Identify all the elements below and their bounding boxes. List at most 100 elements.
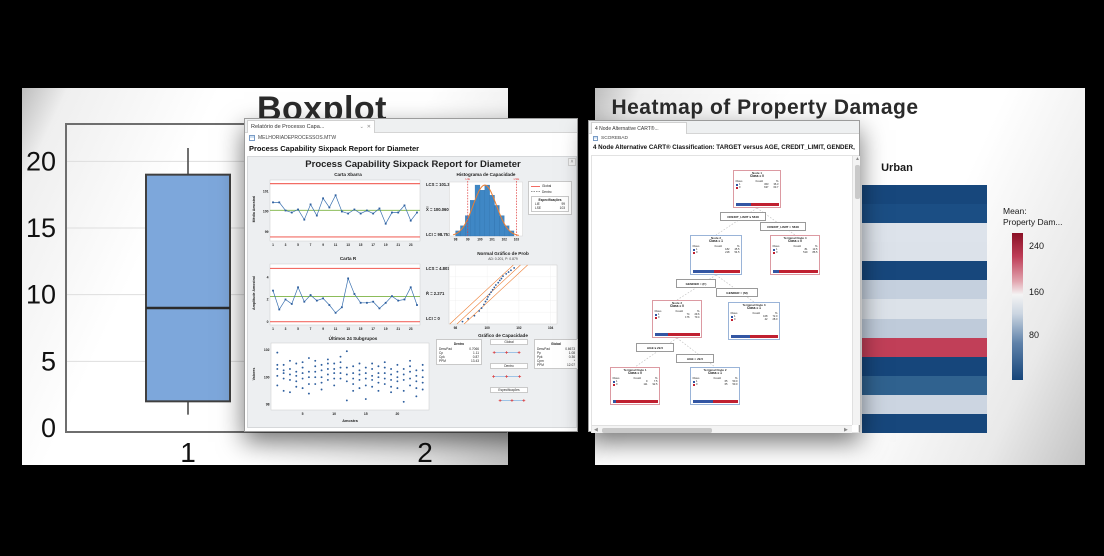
rchart-title: Carta R bbox=[339, 256, 357, 261]
tick-label: 15 bbox=[359, 243, 363, 247]
xbar-ylabel: Média Amostral bbox=[252, 195, 256, 223]
tick-label: 20 bbox=[396, 412, 400, 416]
cart-horizontal-scrollbar[interactable]: ◀ ▶ bbox=[592, 425, 852, 433]
node-table-row: 0 111 92.5 bbox=[612, 383, 658, 386]
tree-terminal-node-1[interactable]: Terminal Node 1 Class = 0 Class Count% 1 9 7.5… bbox=[610, 367, 660, 405]
tick-label: 99 bbox=[466, 238, 470, 242]
node-class: Class = 0 bbox=[788, 239, 802, 244]
probplot-chart: 98 100 102 104 bbox=[448, 264, 558, 330]
node-class: Class = 0 bbox=[628, 371, 642, 376]
tick-label: 23 bbox=[409, 243, 413, 247]
table-row: PPM 13.43 bbox=[439, 358, 479, 363]
tick-label: 5 bbox=[297, 327, 299, 331]
vertical-scroll-thumb[interactable] bbox=[854, 165, 860, 199]
split-age-gt: AGE > 29.5 bbox=[676, 354, 714, 363]
tree-node-3[interactable]: Node 3 Class = 0 Class Count% 1 74 29.6 0 176 70.… bbox=[652, 300, 702, 338]
node-table-row: 0 42 28.0 bbox=[730, 318, 778, 321]
tick-label: 3 bbox=[285, 327, 287, 331]
node-table-row: 1 65 50.0 bbox=[692, 380, 738, 383]
node-title: Terminal Node 1 bbox=[623, 368, 647, 372]
legend-global: Global bbox=[542, 184, 552, 188]
spec-lie-val: 99 bbox=[561, 201, 565, 206]
tick-label: 7 bbox=[310, 327, 312, 331]
node-table-row: 1 81 13.5 bbox=[772, 248, 818, 251]
node-class-bar bbox=[735, 202, 779, 206]
tick-label: 98 bbox=[454, 238, 458, 242]
split-credit-le: CREDIT_LIMIT ≤ 5848 bbox=[720, 212, 766, 221]
node-class: Class = 1 bbox=[709, 239, 723, 244]
node-table-row: 1 363 36.3 bbox=[735, 183, 779, 186]
tick-label: 17 bbox=[371, 327, 375, 331]
table-row: Ppk 0.36 bbox=[537, 354, 575, 359]
tick-label: 104 bbox=[548, 326, 554, 330]
heatmap-cell bbox=[862, 413, 987, 434]
hist-title: Histograma de Capacidade bbox=[456, 172, 516, 177]
tick-label: 102 bbox=[502, 238, 508, 242]
legend-tick-80: 80 bbox=[1029, 330, 1040, 340]
tick-label: 10 bbox=[26, 280, 56, 310]
node-table-header: Class Count% bbox=[772, 245, 818, 249]
tick-label: 7 bbox=[310, 243, 312, 247]
canvas-scroll-up-button[interactable]: ˄ bbox=[568, 158, 576, 166]
tick-label: 21 bbox=[396, 243, 400, 247]
legend-tick-160: 160 bbox=[1029, 287, 1045, 297]
node-table-row: 1 9 7.5 bbox=[612, 380, 658, 383]
tick-label: 20 bbox=[26, 146, 56, 176]
interval-label-espec: Especificações bbox=[490, 387, 528, 393]
node-title: Node 1 bbox=[751, 171, 762, 175]
cart-canvas: Node 1 Class = 0 Class Count% 1 363 36.3 0 637 63… bbox=[591, 155, 860, 433]
heatmap-cell bbox=[862, 375, 987, 395]
node-table-row: 0 218 54.5 bbox=[692, 251, 740, 254]
tick-label: 1 bbox=[272, 243, 274, 247]
tab-caret-icon[interactable]: ⌄ bbox=[359, 123, 364, 130]
node-title: Terminal Node 4 bbox=[783, 236, 807, 240]
tick-label: 13 bbox=[346, 243, 350, 247]
heatmap-cell bbox=[862, 185, 987, 205]
scroll-up-arrow[interactable]: ▲ bbox=[855, 156, 860, 162]
scroll-left-arrow[interactable]: ◀ bbox=[594, 426, 598, 433]
heatmap-legend-gradient bbox=[1012, 233, 1023, 380]
sixpack-worksheet-row[interactable]: MELHORIADEPROCESSOS.MTW bbox=[249, 135, 336, 141]
rchart-mean-label: R̄ = 2.271 bbox=[426, 291, 445, 296]
node-title: Terminal Node 3 bbox=[742, 303, 766, 307]
tick-label: 103 bbox=[514, 238, 520, 242]
scroll-right-arrow[interactable]: ▶ bbox=[844, 426, 848, 433]
heatmap-cell bbox=[862, 337, 987, 357]
spec-lie: LIE bbox=[535, 201, 540, 206]
xbar-ucl-label: LCS = 101.370 bbox=[426, 182, 455, 187]
sixpack-tab[interactable]: Relatório de Processo Capa... ⌄ ✕ bbox=[247, 120, 375, 133]
table-title: Global bbox=[551, 341, 561, 346]
node-table-row: 0 176 70.4 bbox=[654, 316, 700, 319]
tab-close-icon[interactable]: ✕ bbox=[366, 123, 371, 130]
node-table-row: 1 108 72.0 bbox=[730, 315, 778, 318]
node-class-bar bbox=[692, 269, 740, 273]
table-row: PPM 12.07 bbox=[537, 362, 575, 367]
cart-tab-label: 4 Node Alternative CART®... bbox=[595, 125, 659, 132]
tick-label: 23 bbox=[409, 327, 413, 331]
cart-tab[interactable]: 4 Node Alternative CART®... bbox=[591, 122, 687, 134]
table-row: DesvPad 0.7066 bbox=[439, 346, 479, 351]
worksheet-icon bbox=[593, 136, 598, 141]
cart-worksheet-row[interactable]: SCOREBAD bbox=[593, 136, 628, 141]
node-table-header: Class Count% bbox=[654, 310, 700, 314]
legend-title-line1: Mean: bbox=[1003, 206, 1027, 216]
node-table-header: Class Count% bbox=[692, 245, 740, 249]
tree-node-1[interactable]: Node 1 Class = 0 Class Count% 1 363 36.3 0 637 63… bbox=[733, 170, 781, 208]
tick-label: 9 bbox=[322, 327, 324, 331]
tick-label: 101 bbox=[263, 189, 269, 193]
tree-node-2[interactable]: Node 2 Class = 1 Class Count% 1 182 45.5 0 218 54… bbox=[690, 235, 742, 275]
tick-label: 101 bbox=[489, 238, 495, 242]
tick-label: 98 bbox=[454, 326, 458, 330]
tick-label: 4 bbox=[267, 276, 269, 280]
tree-terminal-node-3[interactable]: Terminal Node 3 Class = 1 Class Count% 1 108 7… bbox=[728, 302, 780, 340]
horizontal-scroll-thumb[interactable] bbox=[602, 427, 712, 433]
node-table-row: 0 65 50.0 bbox=[692, 383, 738, 386]
cart-vertical-scrollbar[interactable]: ▲ bbox=[852, 156, 860, 425]
tree-terminal-node-2[interactable]: Terminal Node 2 Class = 1 Class Count% 1 65 50… bbox=[690, 367, 740, 405]
tick-label: 10 bbox=[332, 412, 336, 416]
node-table-row: 1 74 29.6 bbox=[654, 313, 700, 316]
tick-label: 2 bbox=[417, 437, 433, 468]
tree-terminal-node-4[interactable]: Terminal Node 4 Class = 0 Class Count% 1 81 13… bbox=[770, 235, 820, 275]
tick-label: LSE bbox=[514, 177, 520, 181]
